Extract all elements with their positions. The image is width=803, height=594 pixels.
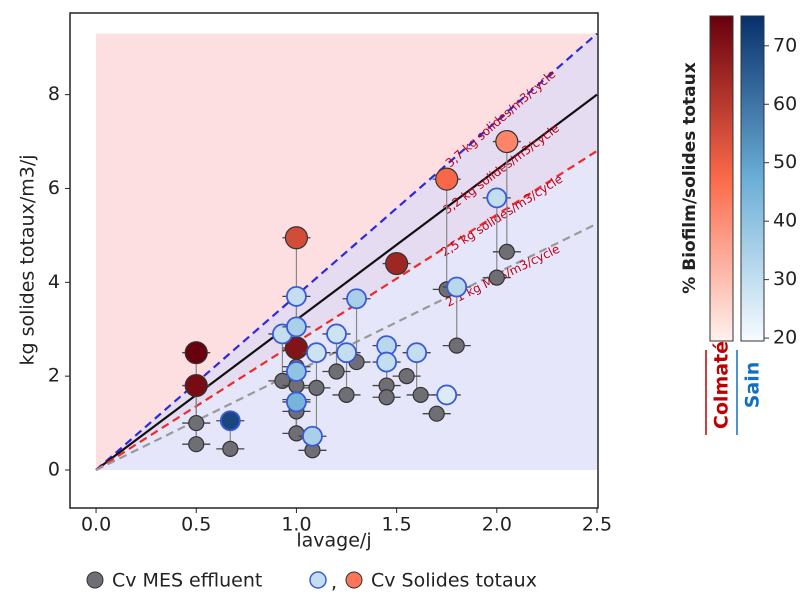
y-tick-label: 6: [48, 177, 60, 199]
point: [488, 269, 505, 286]
legend-separator: ,: [331, 572, 337, 594]
point: [286, 285, 307, 307]
legend-marker: [309, 571, 327, 589]
point: [302, 425, 323, 447]
x-axis-label: lavage/j: [296, 530, 371, 552]
point: [284, 226, 309, 250]
point: [336, 342, 357, 364]
point: [288, 425, 305, 442]
x-tick-label: 2.0: [482, 514, 512, 536]
point: [498, 243, 515, 260]
point: [486, 187, 508, 209]
point: [412, 386, 429, 404]
reference-line: [95, 150, 598, 471]
colorbar: [740, 15, 765, 342]
point: [328, 363, 345, 380]
point: [435, 167, 459, 191]
colorbar-tick-label: 50: [773, 151, 797, 173]
legend-marker: [86, 571, 104, 589]
point: [495, 129, 519, 154]
point: [219, 410, 241, 432]
y-tick-label: 2: [48, 365, 60, 387]
x-tick-label: 0.5: [181, 514, 211, 536]
point: [436, 384, 458, 406]
point: [188, 436, 205, 453]
colorbar-name: Colmaté: [711, 341, 733, 429]
reference-line: [95, 32, 598, 471]
point: [308, 379, 325, 396]
x-tick-label: 0.0: [81, 514, 111, 536]
point: [406, 342, 428, 364]
point: [446, 276, 468, 298]
legend-text: Cv MES effluent: [112, 570, 262, 592]
x-tick-label: 1.0: [281, 514, 311, 536]
colorbar-tick-label: 20: [773, 327, 797, 349]
point: [286, 361, 307, 382]
y-tick-label: 8: [48, 83, 60, 105]
y-tick-label: 0: [48, 458, 60, 480]
point: [346, 288, 367, 310]
colorbar-tick-label: 70: [773, 34, 797, 56]
x-tick-label: 2.5: [582, 514, 612, 536]
lower-region: [96, 33, 597, 470]
point: [448, 337, 465, 354]
colorbar-label: % Biofilm/solides totaux: [680, 62, 700, 293]
colorbar-name: Sain: [742, 362, 764, 409]
point: [376, 351, 397, 373]
point: [306, 342, 327, 364]
colorbar-tick-label: 60: [773, 93, 797, 115]
point: [428, 405, 445, 422]
reference-line: [95, 93, 598, 471]
colorbar-tick-label: 30: [773, 268, 797, 290]
legend-text: Cv Solides totaux: [371, 570, 537, 592]
y-tick-label: 4: [48, 271, 60, 293]
point: [188, 414, 205, 432]
plot-frame: [69, 12, 599, 509]
point: [326, 323, 347, 345]
point: [385, 251, 409, 276]
point: [398, 368, 415, 385]
legend-marker: [345, 571, 363, 589]
point: [184, 341, 208, 365]
colorbar-tick-label: 40: [773, 210, 797, 232]
y-axis-label: kg solides totaux/m3/j: [17, 154, 39, 365]
point: [286, 316, 307, 338]
point: [222, 440, 239, 457]
point: [184, 373, 208, 398]
point: [338, 386, 355, 404]
point: [378, 389, 395, 406]
x-tick-label: 1.5: [382, 514, 412, 536]
point: [286, 391, 307, 413]
colorbar: [709, 15, 734, 342]
